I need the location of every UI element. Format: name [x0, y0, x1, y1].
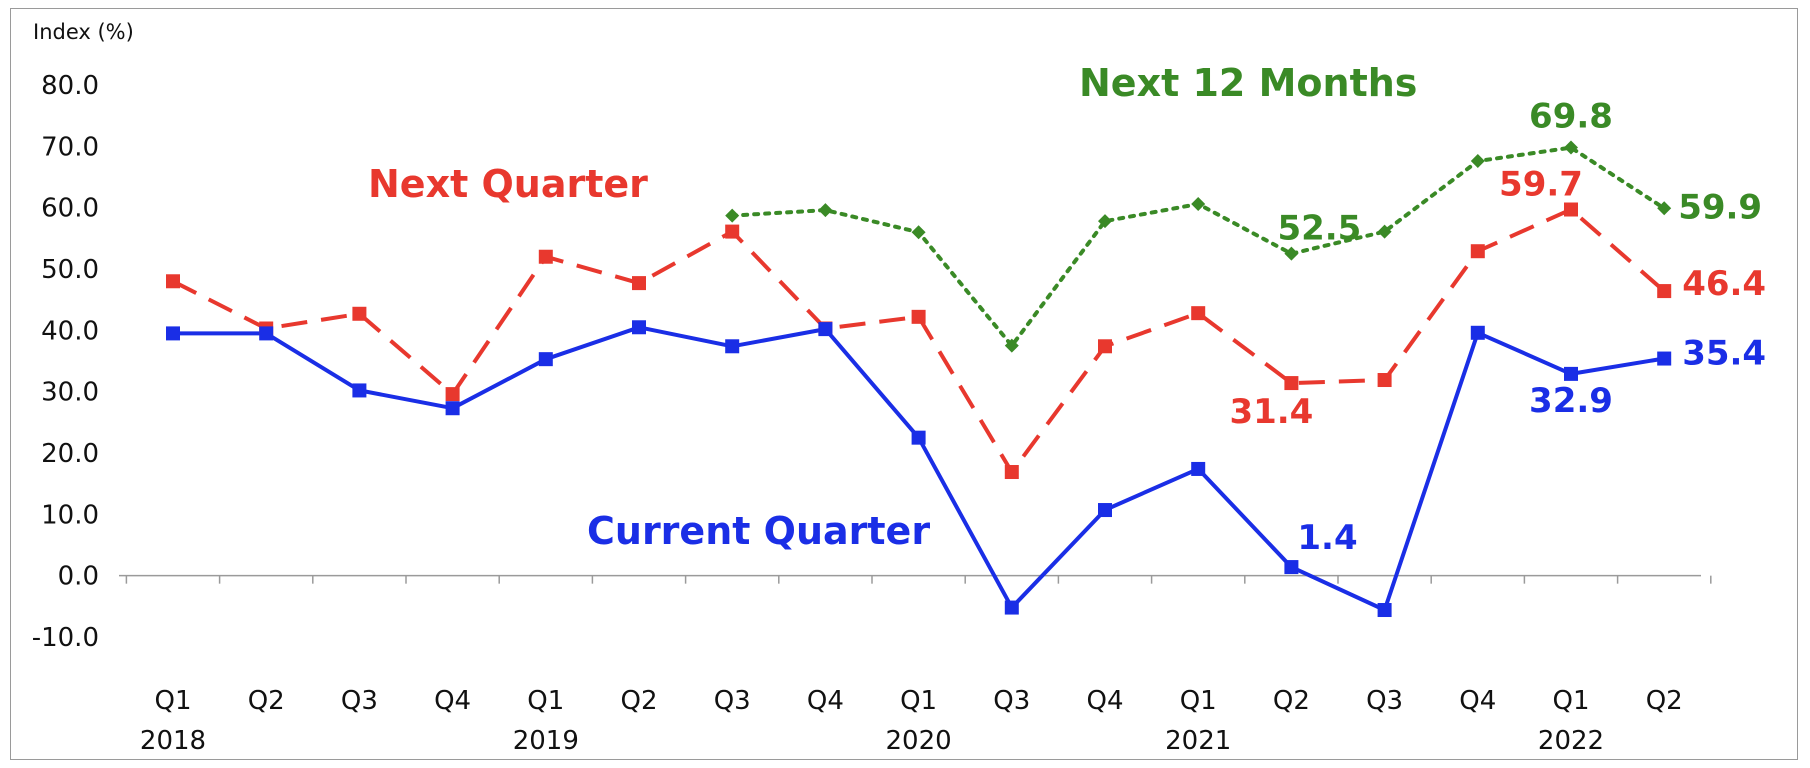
data-label: 52.5	[1277, 209, 1361, 249]
x-axis: Q1 Q2 Q3 Q4 Q1 Q2 Q3 Q4 Q1 Q3 Q4 Q1 Q2 Q3 Q4 Q1 Q2 2018 20…	[119, 574, 1712, 756]
data-point	[1191, 196, 1206, 211]
x-tick-label: Q1	[527, 686, 564, 716]
data-label: 69.8	[1529, 97, 1613, 137]
y-tick-label: 60.0	[41, 194, 99, 224]
data-point	[632, 276, 646, 291]
line-chart: Index (%) 80.0 70.0 60.0 50.0 40.0 30.0 20.0 10…	[32, 20, 1766, 756]
data-point	[911, 430, 926, 445]
y-tick-label: 50.0	[41, 255, 99, 285]
data-point	[911, 309, 926, 324]
data-point	[259, 326, 274, 341]
data-point	[818, 322, 833, 337]
x-year-label: 2018	[140, 726, 206, 756]
x-tick-label: Q3	[1366, 686, 1403, 716]
data-point	[166, 326, 180, 341]
x-tick-label: Q4	[1459, 686, 1496, 716]
x-tick-label: Q4	[1086, 686, 1123, 716]
x-year-label: 2020	[886, 726, 952, 756]
data-point	[538, 352, 553, 367]
x-tick-label: Q2	[248, 686, 285, 716]
y-tick-label: 40.0	[41, 316, 99, 346]
y-tick-label: 0.0	[58, 562, 99, 592]
data-point	[1564, 202, 1578, 217]
data-point	[632, 320, 646, 335]
data-point	[1377, 224, 1392, 239]
data-point	[1284, 376, 1299, 391]
data-point	[1004, 338, 1019, 353]
x-year-label: 2022	[1538, 726, 1604, 756]
x-tick-label: Q2	[1273, 686, 1310, 716]
data-point	[352, 383, 367, 398]
data-label: 46.4	[1682, 264, 1766, 304]
series-line-next-quarter	[172, 207, 1666, 474]
data-point	[1470, 244, 1485, 259]
data-point	[1657, 201, 1672, 216]
x-year-label: 2021	[1165, 726, 1231, 756]
data-point	[1004, 600, 1019, 615]
y-tick-label: 20.0	[41, 439, 99, 469]
data-point	[1191, 306, 1206, 321]
y-tick-label: 30.0	[41, 378, 99, 408]
y-tick-label: -10.0	[32, 623, 99, 653]
x-tick-label: Q4	[807, 686, 844, 716]
chart-frame: Index (%) 80.0 70.0 60.0 50.0 40.0 30.0 20.0 10…	[10, 8, 1798, 760]
data-point	[1470, 325, 1485, 340]
data-label: 35.4	[1682, 334, 1766, 374]
data-label: 1.4	[1297, 518, 1357, 558]
y-tick-label: 10.0	[41, 500, 99, 530]
data-point	[725, 339, 740, 354]
y-axis: 80.0 70.0 60.0 50.0 40.0 30.0 20.0 10.0 0.0 -10.0	[32, 71, 99, 653]
y-tick-label: 80.0	[41, 71, 99, 101]
series-label-current-quarter: Current Quarter	[587, 509, 930, 553]
data-point	[445, 387, 460, 402]
data-point	[166, 274, 180, 289]
y-axis-label: Index (%)	[33, 20, 134, 44]
data-point	[538, 249, 553, 264]
x-tick-label: Q1	[154, 686, 191, 716]
data-point	[1284, 246, 1299, 261]
data-point	[445, 401, 460, 416]
data-point	[725, 224, 740, 239]
y-tick-label: 70.0	[41, 132, 99, 162]
x-year-label: 2019	[513, 726, 579, 756]
data-point	[818, 203, 833, 218]
data-label: 31.4	[1229, 392, 1313, 432]
x-tick-label: Q1	[1552, 686, 1589, 716]
x-tick-label: Q1	[900, 686, 937, 716]
series-label-next-quarter: Next Quarter	[368, 162, 648, 206]
x-tick-label: Q3	[993, 686, 1030, 716]
data-point	[1470, 154, 1485, 169]
data-point	[1657, 351, 1672, 366]
x-tick-label: Q2	[1646, 686, 1683, 716]
data-point	[725, 208, 740, 223]
data-point	[1564, 140, 1578, 155]
data-point	[352, 306, 367, 321]
data-point	[911, 225, 926, 240]
data-point	[1004, 465, 1019, 480]
data-label: 59.9	[1678, 187, 1762, 227]
series-label-next-12-months: Next 12 Months	[1079, 61, 1417, 105]
series-names: Current Quarter Next Quarter Next 12 Mon…	[368, 61, 1417, 553]
data-label: 32.9	[1529, 381, 1613, 421]
x-tick-label: Q3	[714, 686, 751, 716]
data-point	[1098, 339, 1112, 354]
data-label: 59.7	[1499, 165, 1583, 205]
x-tick-label: Q1	[1180, 686, 1217, 716]
data-point	[1564, 366, 1578, 381]
x-tick-label: Q4	[434, 686, 471, 716]
data-point	[1657, 284, 1672, 299]
series-line-current-quarter	[173, 325, 1665, 612]
x-tick-label: Q2	[620, 686, 657, 716]
data-point	[1191, 461, 1206, 476]
data-point	[1284, 560, 1299, 575]
data-point	[1377, 373, 1392, 388]
data-point	[1098, 503, 1112, 518]
x-tick-label: Q3	[341, 686, 378, 716]
data-point	[1098, 214, 1112, 229]
series-markers	[166, 140, 1672, 618]
data-labels: 1.4 32.9 35.4 31.4 59.7 46.4 52.5 69.8 59.9	[1229, 97, 1766, 559]
data-point	[1377, 603, 1392, 618]
